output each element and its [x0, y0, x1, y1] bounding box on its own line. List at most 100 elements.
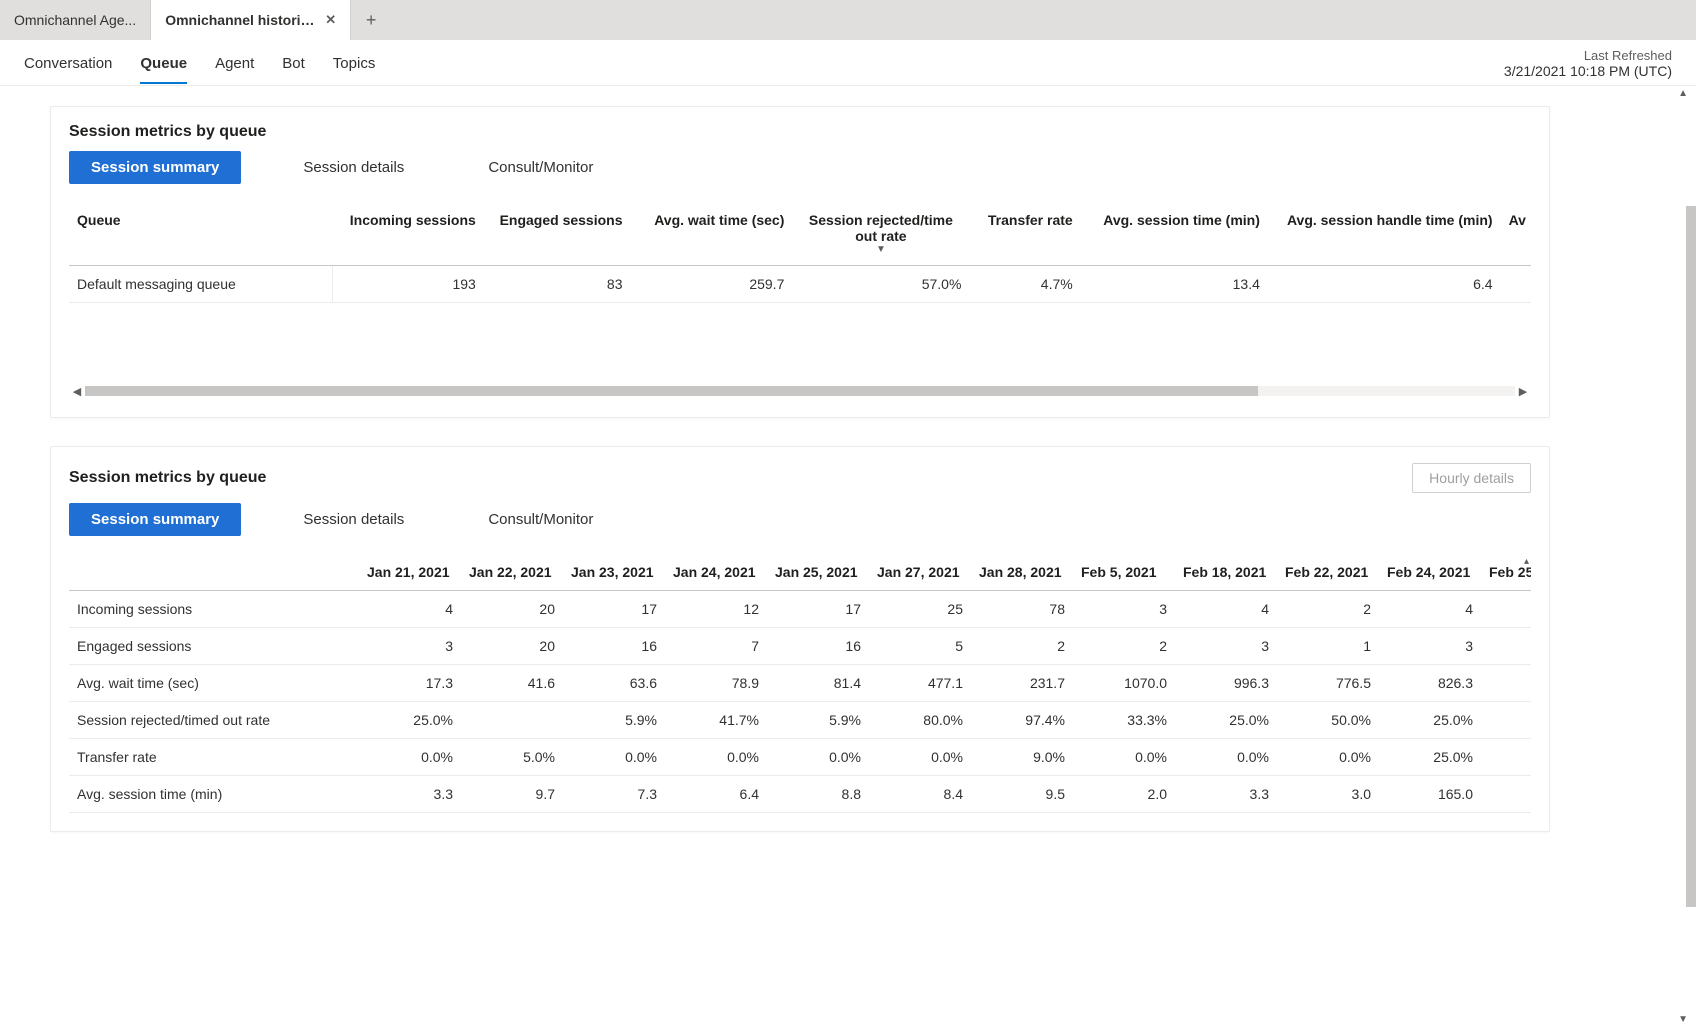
date-metrics-table: Jan 21, 2021Jan 22, 2021Jan 23, 2021Jan … [69, 554, 1531, 813]
app-tab-label: Omnichannel historical an... [165, 12, 315, 28]
card-title: Session metrics by queue [69, 469, 266, 487]
cell: Default messaging queue [69, 266, 332, 303]
scroll-down-icon[interactable]: ▼ [1678, 1014, 1688, 1025]
cell: 0.0% [665, 739, 767, 776]
cell: 2.0 [1073, 776, 1175, 813]
cell: 5.9% [767, 702, 869, 739]
column-header-date[interactable]: Jan 25, 2021 [767, 554, 869, 591]
column-header[interactable]: Av [1501, 202, 1531, 266]
subnav-link-conversation[interactable]: Conversation [24, 49, 112, 84]
card-title: Session metrics by queue [69, 123, 266, 141]
cell: 1 [1277, 628, 1379, 665]
cell: 8.4 [869, 776, 971, 813]
cell: 165.0 [1379, 776, 1481, 813]
cell [1481, 776, 1531, 813]
cell: 13.4 [1081, 266, 1268, 303]
column-header-date[interactable]: Jan 22, 2021 [461, 554, 563, 591]
cell: 1070.0 [1073, 665, 1175, 702]
column-header-date[interactable]: Feb 24, 2021 [1379, 554, 1481, 591]
column-header-date[interactable]: Feb 5, 2021 [1073, 554, 1175, 591]
cell: 2 [1073, 628, 1175, 665]
cell: 0 [1481, 739, 1531, 776]
cell: 81.4 [767, 665, 869, 702]
cell: 20 [461, 591, 563, 628]
pill-tab[interactable]: Session summary [69, 151, 241, 184]
cell: 9.0% [971, 739, 1073, 776]
column-header[interactable]: Avg. session time (min) [1081, 202, 1268, 266]
row-label: Avg. wait time (sec) [69, 665, 359, 702]
cell: 3 [1379, 628, 1481, 665]
cell: 0.0% [359, 739, 461, 776]
row-label: Session rejected/timed out rate [69, 702, 359, 739]
cell [461, 702, 563, 739]
pill-tab[interactable]: Session summary [69, 503, 241, 536]
column-header-date[interactable]: Jan 28, 2021 [971, 554, 1073, 591]
cell: 996.3 [1175, 665, 1277, 702]
cell: 5. [1481, 665, 1531, 702]
cell: 4 [359, 591, 461, 628]
table-row: Avg. wait time (sec)17.341.663.678.981.4… [69, 665, 1531, 702]
subnav-link-topics[interactable]: Topics [333, 49, 376, 84]
hourly-details-button[interactable]: Hourly details [1412, 463, 1531, 493]
add-tab-button[interactable]: + [351, 0, 391, 40]
close-icon[interactable]: ✕ [325, 12, 336, 28]
column-header-date[interactable]: Feb 22, 2021 [1277, 554, 1379, 591]
pill-tab[interactable]: Consult/Monitor [466, 503, 615, 536]
cell: 97.4% [971, 702, 1073, 739]
pill-tab[interactable]: Consult/Monitor [466, 151, 615, 184]
column-header[interactable]: Session rejected/timeout rate▼ [792, 202, 969, 266]
column-header[interactable]: Engaged sessions [484, 202, 631, 266]
pill-tab[interactable]: Session details [281, 151, 426, 184]
cell: 17.3 [359, 665, 461, 702]
column-header-date[interactable]: Jan 23, 2021 [563, 554, 665, 591]
pill-tab[interactable]: Session details [281, 503, 426, 536]
cell: 78.9 [665, 665, 767, 702]
subnav-link-agent[interactable]: Agent [215, 49, 254, 84]
column-header[interactable]: Queue [69, 202, 332, 266]
column-header-date[interactable]: Jan 24, 2021 [665, 554, 767, 591]
cell [1501, 266, 1531, 303]
scroll-up-icon[interactable]: ▴ [1524, 556, 1529, 567]
subnav-link-bot[interactable]: Bot [282, 49, 305, 84]
table-row[interactable]: Default messaging queue19383259.757.0%4.… [69, 266, 1531, 303]
cell: 776.5 [1277, 665, 1379, 702]
column-header[interactable]: Transfer rate [969, 202, 1080, 266]
report-subnav: Conversation Queue Agent Bot Topics Last Ref… [0, 40, 1696, 86]
cell: 3.0 [1277, 776, 1379, 813]
row-label: Engaged sessions [69, 628, 359, 665]
app-tab[interactable]: Omnichannel historical an... ✕ [151, 0, 351, 40]
cell: 17 [767, 591, 869, 628]
app-tab[interactable]: Omnichannel Age... [0, 0, 151, 40]
content-scroll[interactable]: ▲ Session metrics by queue Session summa… [0, 86, 1696, 1027]
cell: 0.0% [1073, 739, 1175, 776]
cell: 8.8 [767, 776, 869, 813]
column-header-date[interactable]: Jan 21, 2021 [359, 554, 461, 591]
cell: 28 [1481, 702, 1531, 739]
column-header-date[interactable]: Jan 27, 2021 [869, 554, 971, 591]
cell: 41.7% [665, 702, 767, 739]
last-refreshed: Last Refreshed 3/21/2021 10:18 PM (UTC) [1504, 48, 1672, 85]
cell: 3 [1073, 591, 1175, 628]
cell: 259.7 [631, 266, 793, 303]
horizontal-scrollbar[interactable]: ◀ ▶ [69, 383, 1531, 399]
vertical-scrollbar-thumb[interactable] [1686, 206, 1696, 907]
scroll-right-icon[interactable]: ▶ [1515, 385, 1531, 398]
column-header[interactable]: Incoming sessions [332, 202, 484, 266]
cell: 25.0% [1379, 702, 1481, 739]
cell: 9.7 [461, 776, 563, 813]
scroll-left-icon[interactable]: ◀ [69, 385, 85, 398]
column-header[interactable]: Avg. wait time (sec) [631, 202, 793, 266]
scrollbar-thumb[interactable] [85, 386, 1258, 396]
cell: 9.5 [971, 776, 1073, 813]
subnav-link-queue[interactable]: Queue [140, 49, 187, 84]
app-tab-label: Omnichannel Age... [14, 12, 136, 28]
cell [1481, 628, 1531, 665]
cell: 0.0% [1277, 739, 1379, 776]
queue-metrics-table: QueueIncoming sessionsEngaged sessionsAv… [69, 202, 1531, 303]
cell: 4 [1379, 591, 1481, 628]
column-header-date[interactable]: Feb 18, 2021 [1175, 554, 1277, 591]
scroll-up-icon[interactable]: ▲ [1678, 88, 1688, 99]
cell: 80.0% [869, 702, 971, 739]
column-header[interactable]: Avg. session handle time (min) [1268, 202, 1501, 266]
scrollbar-track[interactable] [85, 386, 1515, 396]
